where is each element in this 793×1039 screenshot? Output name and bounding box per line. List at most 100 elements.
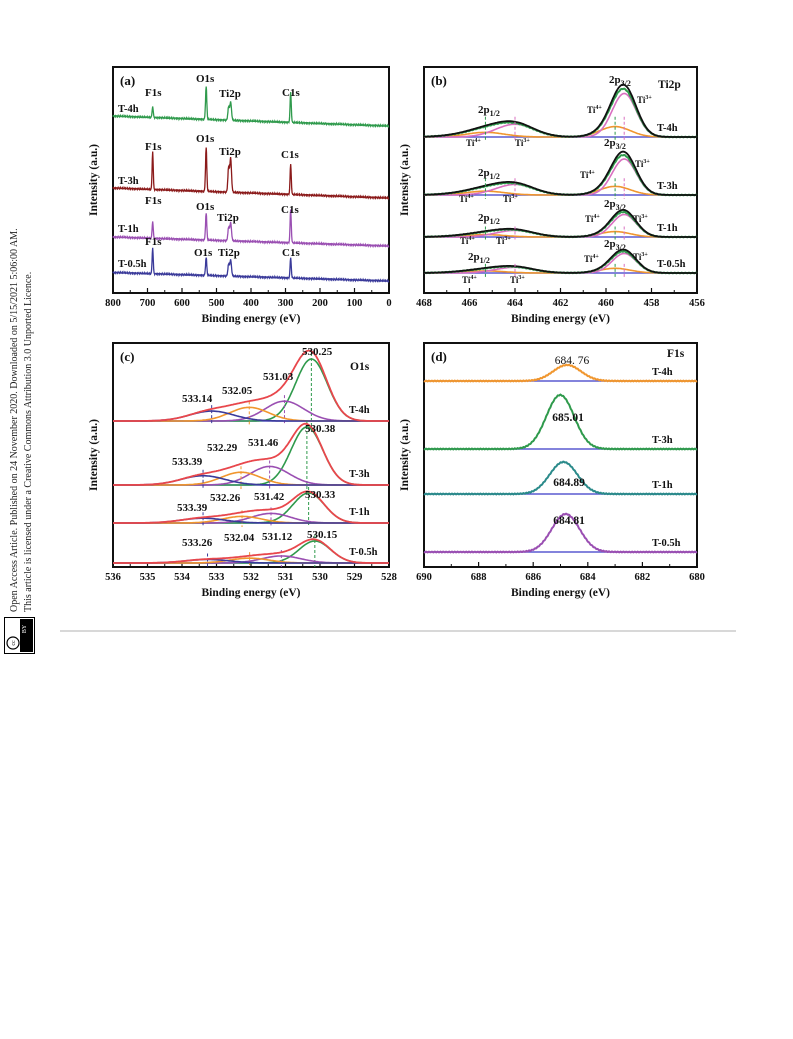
x-tick-label-c: 529 bbox=[347, 572, 363, 583]
x-tick-label-d: 684 bbox=[580, 572, 597, 583]
peak-value-label-c: 532.26 bbox=[210, 492, 241, 504]
x-tick-label-c: 528 bbox=[381, 572, 397, 583]
x-axis-label-b: Binding energy (eV) bbox=[511, 313, 610, 325]
series-label-c: T-0.5h bbox=[349, 547, 378, 558]
survey-line-T-4h bbox=[112, 86, 390, 129]
peak-label-Ti2p: Ti2p bbox=[219, 146, 241, 158]
panel-label-b: (b) bbox=[431, 73, 447, 88]
survey-line-T-3h bbox=[112, 147, 390, 201]
component-c bbox=[113, 400, 389, 422]
x-tick-label-c: 534 bbox=[174, 572, 191, 583]
peak-label-Ti2p: Ti2p bbox=[218, 247, 240, 259]
x-tick-label-b: 458 bbox=[644, 298, 660, 309]
peak-label-C1s: C1s bbox=[281, 149, 299, 161]
raw-spectrum-b bbox=[424, 150, 697, 196]
x-tick-label-a: 600 bbox=[174, 298, 190, 309]
series-label-b: T-0.5h bbox=[657, 259, 686, 270]
cc-by-badge[interactable]: cc BY bbox=[4, 617, 35, 654]
peak-label-ti3-b: Ti3+ bbox=[633, 252, 648, 262]
raw-spectrum-b bbox=[424, 208, 697, 238]
x-tick-label-d: 682 bbox=[635, 572, 651, 583]
peak-label-ti4-b: Ti4+ bbox=[585, 214, 600, 224]
peak-value-label-c: 531.12 bbox=[262, 531, 293, 543]
cc-label: cc bbox=[11, 640, 17, 646]
peak-label-C1s: C1s bbox=[282, 87, 300, 99]
f1s-spectrum-T-4h bbox=[423, 363, 698, 383]
peak-label-ti3-b: Ti3+ bbox=[515, 138, 530, 148]
peak-label-ti4-b: Ti4+ bbox=[459, 194, 474, 204]
peak-value-label-c: 531.46 bbox=[248, 437, 279, 449]
x-tick-label-a: 300 bbox=[278, 298, 294, 309]
plot-frame-a bbox=[112, 66, 390, 294]
panel-label-a: (a) bbox=[120, 73, 135, 88]
peak-label-ti4-b: Ti4+ bbox=[584, 254, 599, 264]
peak-value-label-c: 533.39 bbox=[177, 502, 208, 514]
x-tick-label-a: 500 bbox=[209, 298, 225, 309]
series-label-b: T-3h bbox=[657, 181, 678, 192]
x-tick-label-b: 462 bbox=[553, 298, 569, 309]
envelope-c bbox=[113, 538, 389, 564]
panel-title-c: O1s bbox=[350, 361, 370, 373]
peak-label-ti4-b: Ti4+ bbox=[587, 105, 602, 115]
peak-value-label-c: 530.38 bbox=[305, 423, 336, 435]
peak-value-label-c: 532.05 bbox=[222, 385, 253, 397]
peak-label-ti3-b: Ti3+ bbox=[510, 275, 525, 285]
raw-spectrum-b bbox=[424, 248, 697, 274]
envelope-c bbox=[113, 349, 389, 422]
panel-title-d: F1s bbox=[667, 348, 685, 360]
x-tick-label-c: 535 bbox=[140, 572, 156, 583]
peak-label-2p12-b: 2p1/2 bbox=[478, 167, 500, 181]
x-tick-label-a: 700 bbox=[140, 298, 156, 309]
peak-label-O1s: O1s bbox=[194, 247, 213, 259]
y-axis-label-a: Intensity (a.u.) bbox=[88, 144, 100, 216]
peak-label-Ti2p: Ti2p bbox=[217, 212, 239, 224]
x-tick-label-c: 530 bbox=[312, 572, 328, 583]
peak-label-2p32-b: 2p3/2 bbox=[604, 137, 626, 151]
x-tick-label-c: 532 bbox=[243, 572, 259, 583]
x-tick-label-a: 400 bbox=[243, 298, 259, 309]
survey-line-T-0.5h bbox=[112, 247, 390, 284]
peak-label-O1s: O1s bbox=[196, 133, 215, 145]
x-tick-label-a: 0 bbox=[386, 298, 391, 309]
peak-label-ti4-b: Ti4+ bbox=[580, 170, 595, 180]
series-label-c: T-3h bbox=[349, 469, 370, 480]
peak-label-O1s: O1s bbox=[196, 73, 215, 85]
x-tick-label-d: 686 bbox=[525, 572, 541, 583]
peak-label-2p32-b: 2p3/2 bbox=[604, 198, 626, 212]
x-tick-label-c: 531 bbox=[278, 572, 294, 583]
x-axis-label-a: Binding energy (eV) bbox=[201, 313, 300, 325]
series-label-d: T-1h bbox=[652, 480, 673, 491]
envelope-c bbox=[113, 422, 389, 486]
x-tick-label-b: 466 bbox=[462, 298, 478, 309]
x-tick-label-b: 460 bbox=[598, 298, 614, 309]
section-divider bbox=[60, 630, 736, 632]
x-tick-label-c: 536 bbox=[105, 572, 121, 583]
x-tick-label-a: 100 bbox=[347, 298, 363, 309]
peak-label-F1s: F1s bbox=[145, 141, 162, 153]
peak-label-F1s: F1s bbox=[145, 195, 162, 207]
series-label-T-3h: T-3h bbox=[118, 176, 139, 187]
peak-label-ti4-b: Ti4+ bbox=[466, 138, 481, 148]
component-c bbox=[113, 492, 389, 524]
peak-label-2p12-b: 2p1/2 bbox=[468, 251, 490, 265]
peak-value-label-d: 684. 76 bbox=[555, 355, 590, 367]
series-label-T-4h: T-4h bbox=[118, 104, 139, 115]
peak-label-2p12-b: 2p1/2 bbox=[478, 104, 500, 118]
peak-label-C1s: C1s bbox=[282, 247, 300, 259]
series-label-b: T-4h bbox=[657, 123, 678, 134]
y-axis-label-c: Intensity (a.u.) bbox=[88, 419, 100, 491]
series-label-d: T-3h bbox=[652, 435, 673, 446]
envelope-c bbox=[113, 490, 389, 524]
y-axis-label-b: Intensity (a.u.) bbox=[399, 144, 411, 216]
peak-value-label-c: 532.04 bbox=[224, 532, 255, 544]
peak-value-label-d: 684.81 bbox=[553, 515, 585, 527]
x-tick-label-a: 800 bbox=[105, 298, 121, 309]
peak-label-ti4-b: Ti4+ bbox=[462, 275, 477, 285]
survey-line-T-1h bbox=[112, 209, 390, 249]
x-tick-label-a: 200 bbox=[312, 298, 328, 309]
x-axis-label-c: Binding energy (eV) bbox=[201, 587, 300, 599]
series-label-b: T-1h bbox=[657, 223, 678, 234]
component-c bbox=[113, 426, 389, 486]
peak-label-Ti2p: Ti2p bbox=[219, 88, 241, 100]
x-tick-label-d: 680 bbox=[689, 572, 705, 583]
